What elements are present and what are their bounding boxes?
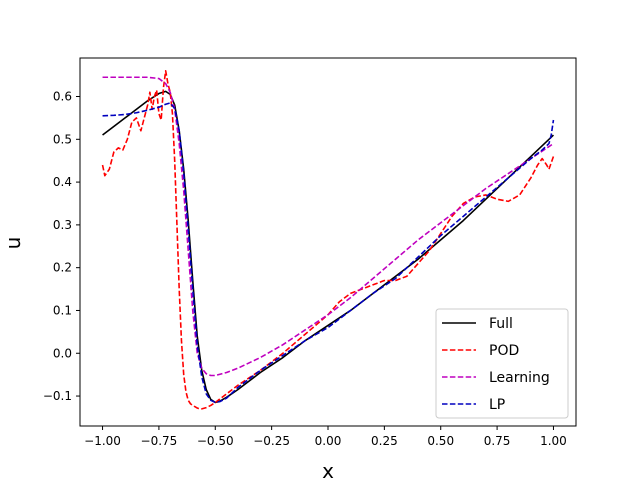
x-tick-label: −0.25: [253, 434, 290, 448]
x-tick-label: −0.50: [197, 434, 234, 448]
legend-label-full: Full: [489, 316, 513, 332]
legend-label-lp: LP: [489, 397, 505, 413]
y-tick-label: 0.4: [53, 175, 72, 189]
y-tick-label: 0.3: [53, 218, 72, 232]
x-tick-label: 0.50: [427, 434, 454, 448]
x-tick-label: −0.75: [141, 434, 178, 448]
y-tick-label: −0.1: [43, 389, 72, 403]
y-tick-label: 0.2: [53, 261, 72, 275]
y-axis-ticks: −0.1 0.0 0.1 0.2 0.3 0.4 0.5 0.6: [43, 90, 80, 403]
x-axis-label: x: [322, 459, 334, 480]
y-axis-label: u: [1, 237, 25, 250]
y-tick-label: 0.1: [53, 303, 72, 317]
y-tick-label: 0.5: [53, 132, 72, 146]
legend-label-pod: POD: [489, 343, 519, 359]
y-tick-label: 0.6: [53, 90, 72, 104]
legend: Full POD Learning LP: [435, 308, 569, 419]
legend-label-learning: Learning: [489, 370, 550, 386]
x-axis-ticks: −1.00 −0.75 −0.50 −0.25 0.00 0.25 0.50 0.75 1.00: [84, 426, 567, 448]
series-line-lp: [102, 102, 555, 404]
x-tick-label: 0.00: [315, 434, 342, 448]
x-tick-label: 1.00: [540, 434, 567, 448]
y-tick-label: 0.0: [53, 346, 72, 360]
legend-box: [435, 308, 569, 419]
x-tick-label: 0.25: [371, 434, 398, 448]
series-layer: [101, 70, 555, 410]
series-line-pod: [101, 70, 555, 410]
x-tick-label: 0.75: [484, 434, 511, 448]
series-line-learning: [102, 76, 554, 377]
x-tick-label: −1.00: [84, 434, 121, 448]
